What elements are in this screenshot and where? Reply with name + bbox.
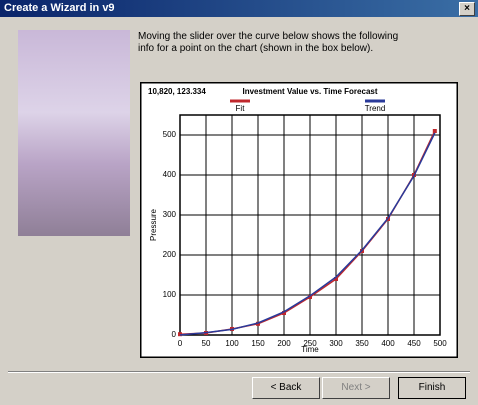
y-tick-label: 100 <box>163 290 177 299</box>
x-tick-label: 300 <box>329 339 343 348</box>
chart: 10,820, 123.334 Investment Value vs. Tim… <box>140 82 458 358</box>
wizard-image <box>18 30 130 236</box>
title-bar: Create a Wizard in v9 × <box>0 0 478 17</box>
legend-label: Trend <box>365 104 386 113</box>
x-tick-label: 200 <box>277 339 291 348</box>
x-tick-label: 500 <box>433 339 447 348</box>
description: Moving the slider over the curve below s… <box>138 31 399 54</box>
x-axis-label: Time <box>301 345 319 354</box>
series-line <box>179 132 436 336</box>
x-tick-label: 150 <box>251 339 265 348</box>
y-tick-label: 400 <box>163 170 177 179</box>
finish-button[interactable]: Finish <box>398 377 466 399</box>
x-tick-label: 50 <box>202 339 211 348</box>
next-button[interactable]: Next > <box>322 377 390 399</box>
point-marker <box>308 295 312 299</box>
chart-header: 10,820, 123.334 <box>148 87 206 96</box>
point-marker <box>334 277 338 281</box>
y-axis-label: Pressure <box>149 208 158 241</box>
back-button[interactable]: < Back <box>252 377 320 399</box>
y-tick-label: 200 <box>163 250 177 259</box>
y-tick-label: 500 <box>163 130 177 139</box>
x-tick-label: 350 <box>355 339 369 348</box>
legend-label: Fit <box>236 104 246 113</box>
x-tick-label: 450 <box>407 339 421 348</box>
point-marker <box>178 332 182 337</box>
separator <box>8 371 470 373</box>
x-tick-label: 0 <box>178 339 183 348</box>
y-tick-label: 300 <box>163 210 177 219</box>
chart-frame <box>140 82 458 358</box>
x-tick-label: 400 <box>381 339 395 348</box>
point-marker <box>432 129 437 133</box>
chart-title: Investment Value vs. Time Forecast <box>242 87 377 96</box>
window-title: Create a Wizard in v9 <box>4 2 115 14</box>
y-tick-label: 0 <box>172 330 177 339</box>
x-tick-label: 250 <box>303 339 317 348</box>
point-marker <box>282 311 286 315</box>
x-tick-label: 100 <box>225 339 239 348</box>
close-button[interactable]: × <box>459 2 475 16</box>
point-marker <box>256 321 260 326</box>
